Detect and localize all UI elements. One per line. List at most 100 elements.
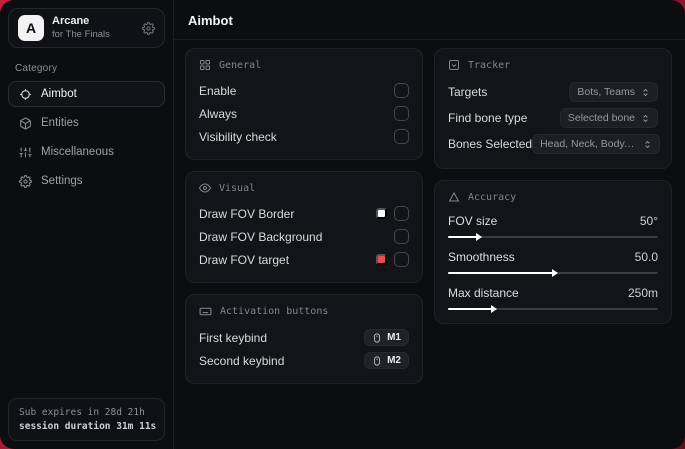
draw-fov-background-checkbox[interactable] <box>394 229 409 244</box>
sidebar-item-entities[interactable]: Entities <box>8 110 165 136</box>
tracker-card: Tracker Targets Bots, Teams <box>434 48 672 169</box>
mouse-icon <box>372 355 382 366</box>
always-checkbox[interactable] <box>394 106 409 121</box>
session-duration-text: session duration 31m 11s <box>19 420 157 432</box>
card-title: Activation buttons <box>220 306 329 317</box>
page-title: Aimbot <box>188 13 233 28</box>
brand-text: Arcane for The Finals <box>52 15 110 41</box>
enable-checkbox[interactable] <box>394 83 409 98</box>
setting-row-find-bone-type: Find bone type Selected bone <box>448 105 658 131</box>
setting-label: Draw FOV target <box>199 252 290 267</box>
slider-fill <box>448 308 493 310</box>
keybind-value: M1 <box>387 332 401 343</box>
card-title: Tracker <box>468 59 511 71</box>
activation-card-header: Activation buttons <box>199 305 409 318</box>
gear-icon <box>19 174 32 188</box>
find-bone-type-dropdown[interactable]: Selected bone <box>559 108 658 128</box>
right-column: Tracker Targets Bots, Teams <box>434 48 672 395</box>
sliders-icon <box>19 146 32 159</box>
fov-size-slider[interactable] <box>448 233 658 241</box>
smoothness-setting: Smoothness 50.0 <box>448 247 658 277</box>
activation-card: Activation buttons First keybind <box>185 294 423 384</box>
max-distance-setting: Max distance 250m <box>448 283 658 313</box>
profile-gear-icon[interactable] <box>142 21 155 35</box>
general-card: General Enable Always Visibility check <box>185 48 423 160</box>
max-distance-value: 250m <box>627 286 658 300</box>
card-title: Visual <box>219 182 256 194</box>
setting-label: Second keybind <box>199 353 285 368</box>
setting-row-bones-selected: Bones Selected Head, Neck, Body, Pe... <box>448 131 661 157</box>
smoothness-value: 50.0 <box>634 250 658 264</box>
visibility-check-checkbox[interactable] <box>394 129 409 144</box>
fov-size-value: 50° <box>639 214 658 228</box>
fov-size-setting: FOV size 50° <box>448 211 658 241</box>
setting-label: First keybind <box>199 330 268 345</box>
sidebar-item-settings[interactable]: Settings <box>8 168 165 194</box>
fov-border-color-swatch[interactable] <box>376 208 387 219</box>
targets-dropdown[interactable]: Bots, Teams <box>569 82 658 102</box>
setting-label: Visibility check <box>199 129 277 144</box>
setting-label: Draw FOV Border <box>199 206 295 221</box>
eye-icon <box>199 182 211 194</box>
brand-logo: A <box>18 15 44 41</box>
left-column: General Enable Always Visibility check <box>185 48 423 395</box>
sidebar-item-miscellaneous[interactable]: Miscellaneous <box>8 139 165 165</box>
crosshair-icon <box>19 88 32 101</box>
profile-card: A Arcane for The Finals <box>8 8 165 48</box>
max-distance-slider[interactable] <box>448 305 658 313</box>
content: General Enable Always Visibility check <box>174 40 685 403</box>
visual-card: Visual Draw FOV Border Draw FOV Backgrou… <box>185 171 423 283</box>
setting-label: Always <box>199 106 238 121</box>
tracker-card-header: Tracker <box>448 59 658 71</box>
second-keybind-button[interactable]: M2 <box>364 352 409 369</box>
draw-fov-target-checkbox[interactable] <box>394 252 409 267</box>
slider-thumb[interactable] <box>476 233 483 241</box>
setting-label: Smoothness <box>448 250 515 264</box>
sidebar-item-label: Settings <box>41 175 83 187</box>
setting-label: Bones Selected <box>448 137 533 151</box>
smoothness-slider[interactable] <box>448 269 658 277</box>
setting-row-first-keybind: First keybind M1 <box>199 326 409 349</box>
keybind-value: M2 <box>387 355 401 366</box>
brand-subtitle: for The Finals <box>52 28 110 40</box>
slider-thumb[interactable] <box>491 305 498 313</box>
subscription-info: Sub expires in 28d 21h session duration … <box>8 397 165 441</box>
setting-row-draw-fov-border: Draw FOV Border <box>199 202 409 225</box>
setting-row-targets: Targets Bots, Teams <box>448 79 658 105</box>
keyboard-icon <box>199 305 212 318</box>
visual-card-header: Visual <box>199 182 409 194</box>
dropdown-value: Selected bone <box>567 112 635 124</box>
dropdown-value: Bots, Teams <box>577 86 635 98</box>
first-keybind-button[interactable]: M1 <box>364 329 409 346</box>
cube-icon <box>19 117 32 130</box>
sidebar: A Arcane for The Finals Category <box>0 0 174 449</box>
setting-label: FOV size <box>448 214 498 228</box>
setting-row-draw-fov-background: Draw FOV Background <box>199 225 409 248</box>
setting-row-visibility-check: Visibility check <box>199 125 409 148</box>
sidebar-item-label: Entities <box>41 117 79 129</box>
sidebar-item-aimbot[interactable]: Aimbot <box>8 81 165 107</box>
chevrons-up-down-icon <box>643 140 652 149</box>
fov-target-color-swatch[interactable] <box>376 254 387 265</box>
main-header: Aimbot <box>174 0 685 40</box>
dropdown-value: Head, Neck, Body, Pe... <box>540 138 637 150</box>
mouse-icon <box>372 332 382 343</box>
card-title: Accuracy <box>468 191 517 203</box>
grid-icon <box>199 59 211 71</box>
chevrons-up-down-icon <box>641 114 650 123</box>
brand-name: Arcane <box>52 15 90 28</box>
draw-fov-border-checkbox[interactable] <box>394 206 409 221</box>
accuracy-card: Accuracy FOV size 50° <box>434 180 672 324</box>
setting-row-draw-fov-target: Draw FOV target <box>199 248 409 271</box>
setting-row-second-keybind: Second keybind M2 <box>199 349 409 372</box>
setting-label: Find bone type <box>448 111 528 125</box>
sub-expiry-text: Sub expires in 28d 21h <box>19 406 145 418</box>
category-label: Category <box>15 63 58 74</box>
setting-label: Max distance <box>448 286 519 300</box>
setting-row-enable: Enable <box>199 79 409 102</box>
setting-row-always: Always <box>199 102 409 125</box>
bones-selected-dropdown[interactable]: Head, Neck, Body, Pe... <box>532 134 661 154</box>
slider-thumb[interactable] <box>552 269 558 277</box>
setting-label: Enable <box>199 83 237 98</box>
